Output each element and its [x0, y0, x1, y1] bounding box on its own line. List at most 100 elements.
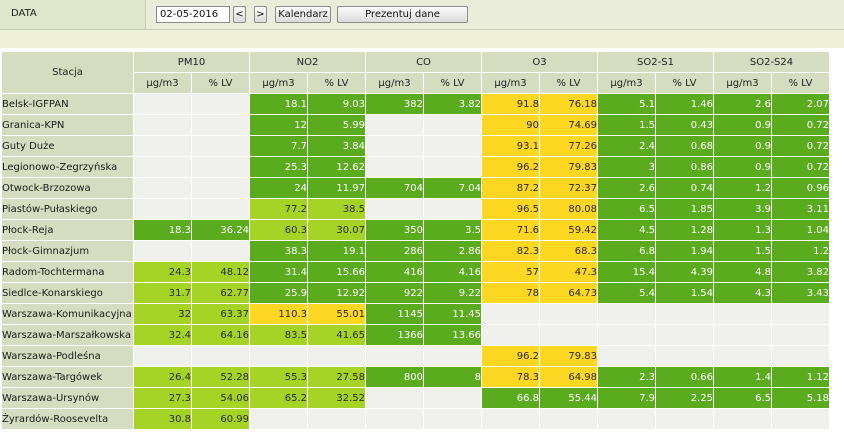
present-data-button[interactable]: Prezentuj dane: [337, 6, 468, 23]
measurement-cell: 1.3: [714, 220, 771, 240]
measurement-cell: 87.2: [482, 178, 539, 198]
measurement-cell: 0.68: [656, 136, 713, 156]
table-row: Żyrardów-Roosevelta 30.8 60.99: [2, 409, 829, 429]
measurement-cell: 1.12: [772, 367, 829, 387]
measurement-cell: [714, 304, 771, 324]
measurement-cell: [656, 409, 713, 429]
measurement-cell: [656, 346, 713, 366]
measurement-cell: [192, 178, 249, 198]
table-row: Płock-Reja 18.3 36.24 60.3 30.07 350 3.5 71.6 59…: [2, 220, 829, 240]
measurement-cell: 2.3: [598, 367, 655, 387]
measurement-cell: [598, 346, 655, 366]
table-row: Guty Duże 7.7 3.84 93.1 77.26 2.4 0.68 0.9 0.72: [2, 136, 829, 156]
measurement-cell: 1.94: [656, 241, 713, 261]
table-row: Płock-Gimnazjum 38.3 19.1 286 2.86 82.3 68.3 6.…: [2, 241, 829, 261]
station-name: Belsk-IGFPAN: [2, 94, 133, 114]
measurement-cell: 9.03: [308, 94, 365, 114]
measurement-cell: 96.5: [482, 199, 539, 219]
measurement-cell: 62.77: [192, 283, 249, 303]
measurement-cell: [366, 115, 423, 135]
unit-header: µg/m3: [598, 73, 655, 93]
measurement-cell: 1.85: [656, 199, 713, 219]
measurement-cell: 72.37: [540, 178, 597, 198]
station-name: Warszawa-Ursynów: [2, 388, 133, 408]
measurement-cell: [714, 325, 771, 345]
measurement-cell: 60.3: [250, 220, 307, 240]
measurement-cell: 32: [134, 304, 191, 324]
air-quality-table: Stacja PM10 NO2 CO O3 SO2-S1 SO2-S24 µg/m3% L…: [1, 51, 830, 430]
measurement-cell: [772, 304, 829, 324]
measurement-cell: [482, 304, 539, 324]
pollutant-header: NO2: [250, 52, 365, 72]
measurement-cell: 350: [366, 220, 423, 240]
measurement-cell: 25.3: [250, 157, 307, 177]
unit-header: µg/m3: [714, 73, 771, 93]
measurement-cell: 48.12: [192, 262, 249, 282]
measurement-cell: 4.5: [598, 220, 655, 240]
measurement-cell: 6.8: [598, 241, 655, 261]
table-row: Warszawa-Ursynów 27.3 54.06 65.2 32.52 66.8 55…: [2, 388, 829, 408]
measurement-cell: 1366: [366, 325, 423, 345]
measurement-cell: 26.4: [134, 367, 191, 387]
measurement-cell: 60.99: [192, 409, 249, 429]
measurement-cell: 286: [366, 241, 423, 261]
measurement-cell: [424, 409, 481, 429]
measurement-cell: 4.3: [714, 283, 771, 303]
pollutant-header: CO: [366, 52, 481, 72]
measurement-cell: 8: [424, 367, 481, 387]
measurement-cell: 24: [250, 178, 307, 198]
measurement-cell: 922: [366, 283, 423, 303]
measurement-cell: 0.72: [772, 115, 829, 135]
measurement-cell: 1.28: [656, 220, 713, 240]
measurement-cell: 30.07: [308, 220, 365, 240]
table-row: Radom-Tochtermana 24.3 48.12 31.4 15.66 416 4.…: [2, 262, 829, 282]
station-name: Płock-Reja: [2, 220, 133, 240]
measurement-cell: 4.39: [656, 262, 713, 282]
measurement-cell: 1.46: [656, 94, 713, 114]
next-day-button[interactable]: >: [254, 6, 267, 23]
measurement-cell: 55.01: [308, 304, 365, 324]
measurement-cell: 0.9: [714, 157, 771, 177]
pollutant-header-row: Stacja PM10 NO2 CO O3 SO2-S1 SO2-S24: [2, 52, 829, 93]
measurement-cell: 77.2: [250, 199, 307, 219]
measurement-cell: 57: [482, 262, 539, 282]
measurement-cell: 41.65: [308, 325, 365, 345]
unit-header: µg/m3: [134, 73, 191, 93]
measurement-cell: [366, 136, 423, 156]
measurement-cell: 2.6: [714, 94, 771, 114]
measurement-cell: 1.54: [656, 283, 713, 303]
station-column-header: Stacja: [2, 52, 133, 93]
measurement-cell: 59.42: [540, 220, 597, 240]
previous-day-button[interactable]: <: [233, 6, 246, 23]
measurement-cell: 3.82: [772, 262, 829, 282]
station-name: Otwock-Brzozowa: [2, 178, 133, 198]
measurement-cell: 66.8: [482, 388, 539, 408]
measurement-cell: 6.5: [714, 388, 771, 408]
measurement-cell: 76.18: [540, 94, 597, 114]
measurement-cell: 1.4: [714, 367, 771, 387]
date-input[interactable]: [156, 6, 230, 23]
measurement-cell: [134, 178, 191, 198]
measurement-cell: 110.3: [250, 304, 307, 324]
calendar-button[interactable]: Kalendarz: [275, 6, 331, 23]
pollutant-header: O3: [482, 52, 597, 72]
measurement-cell: 6.5: [598, 199, 655, 219]
station-name: Żyrardów-Roosevelta: [2, 409, 133, 429]
measurement-cell: 31.4: [250, 262, 307, 282]
measurement-cell: 2.6: [598, 178, 655, 198]
measurement-cell: [540, 409, 597, 429]
measurement-cell: 1145: [366, 304, 423, 324]
measurement-cell: 1.5: [598, 115, 655, 135]
table-row: Piastów-Pułaskiego 77.2 38.5 96.5 80.08 6.5 1.…: [2, 199, 829, 219]
measurement-cell: 1.5: [714, 241, 771, 261]
measurement-cell: [192, 241, 249, 261]
measurement-cell: [424, 346, 481, 366]
unit-header: µg/m3: [482, 73, 539, 93]
unit-header: µg/m3: [366, 73, 423, 93]
info-strip: [0, 30, 844, 48]
measurement-cell: 90: [482, 115, 539, 135]
measurement-cell: [308, 346, 365, 366]
measurement-cell: 3.5: [424, 220, 481, 240]
measurement-cell: 68.3: [540, 241, 597, 261]
station-name: Warszawa-Targówek: [2, 367, 133, 387]
